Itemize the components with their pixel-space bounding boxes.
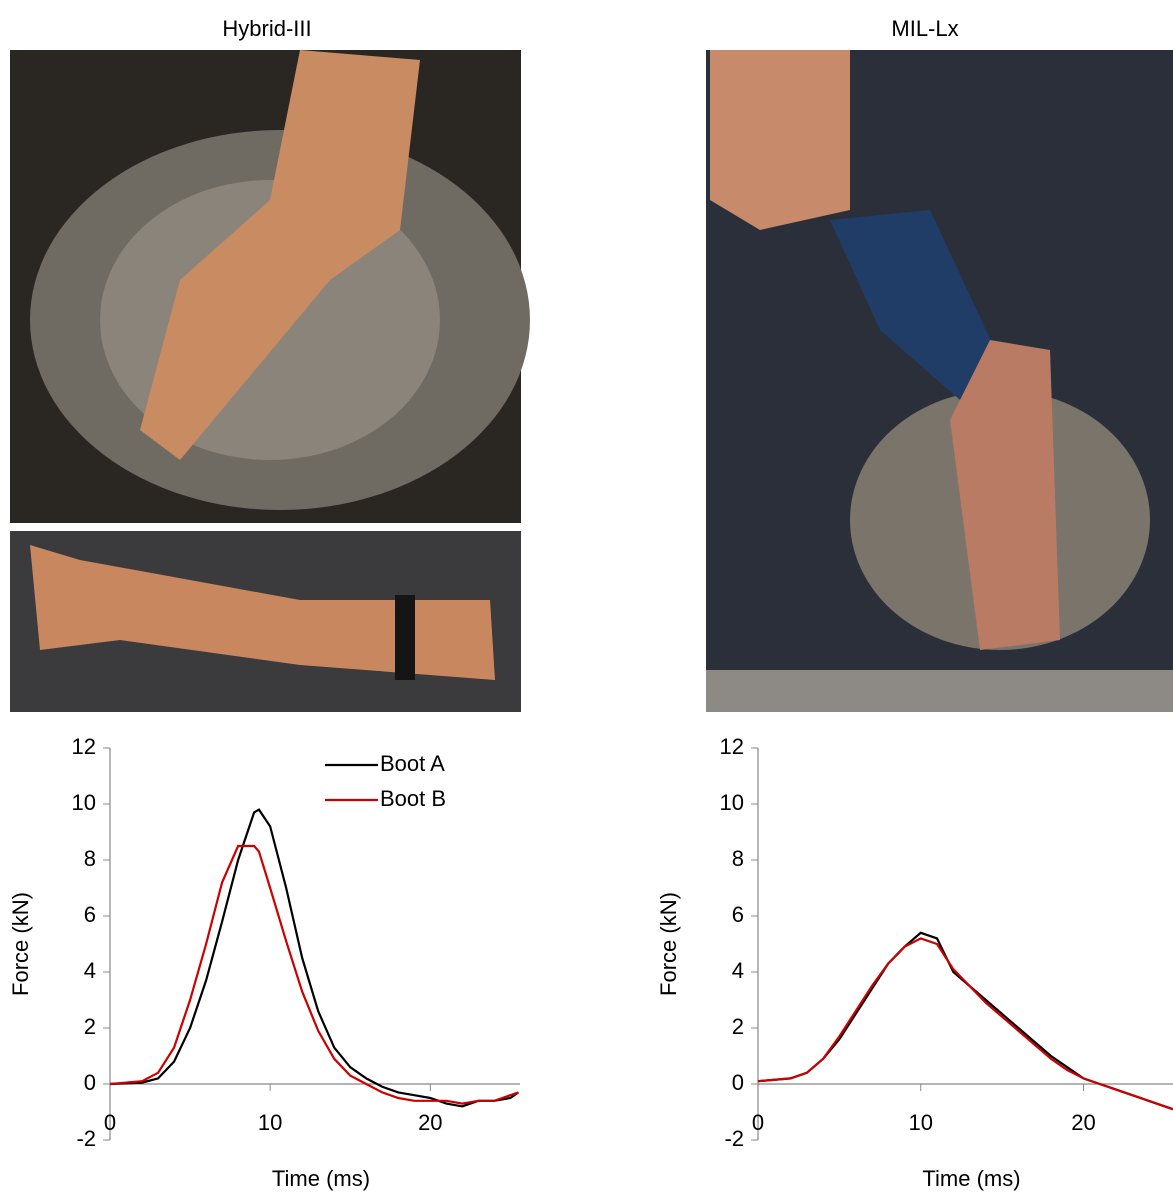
y-tick-label: 8 xyxy=(732,846,744,871)
x-tick-label: 10 xyxy=(258,1110,282,1135)
x-tick-label: 20 xyxy=(418,1110,442,1135)
x-tick-label: 10 xyxy=(909,1110,933,1135)
x-axis-label: Time (ms) xyxy=(272,1166,370,1191)
y-tick-label: 0 xyxy=(84,1070,96,1095)
y-tick-label: 12 xyxy=(720,734,744,759)
y-tick-label: 8 xyxy=(84,846,96,871)
x-axis-label: Time (ms) xyxy=(922,1166,1020,1191)
x-tick-label: 20 xyxy=(1071,1110,1095,1135)
y-tick-label: 10 xyxy=(720,790,744,815)
y-tick-label: -2 xyxy=(724,1126,744,1151)
figure: Hybrid-III-202468101201020Time (ms)Force… xyxy=(0,0,1173,1196)
y-tick-label: 12 xyxy=(72,734,96,759)
legend-label: Boot B xyxy=(380,786,446,811)
y-tick-label: 2 xyxy=(84,1014,96,1039)
y-tick-label: 10 xyxy=(72,790,96,815)
y-tick-label: 4 xyxy=(732,958,744,983)
chart-title: MIL-Lx xyxy=(891,16,958,41)
y-tick-label: 0 xyxy=(732,1070,744,1095)
chart-title: Hybrid-III xyxy=(222,16,311,41)
y-tick-label: 6 xyxy=(84,902,96,927)
photo-mil-lx xyxy=(706,50,1173,712)
x-tick-label: 0 xyxy=(104,1110,116,1135)
y-tick-label: 4 xyxy=(84,958,96,983)
y-tick-label: 2 xyxy=(732,1014,744,1039)
series-line xyxy=(758,933,1173,1109)
y-axis-label: Force (kN) xyxy=(8,892,33,996)
y-axis-label: Force (kN) xyxy=(656,892,681,996)
y-tick-label: -2 xyxy=(76,1126,96,1151)
x-tick-label: 0 xyxy=(752,1110,764,1135)
photo-hybrid-top xyxy=(10,50,530,523)
y-tick-label: 6 xyxy=(732,902,744,927)
series-line xyxy=(110,810,518,1107)
photo-hybrid-bottom xyxy=(10,531,521,712)
legend-label: Boot A xyxy=(380,751,445,776)
